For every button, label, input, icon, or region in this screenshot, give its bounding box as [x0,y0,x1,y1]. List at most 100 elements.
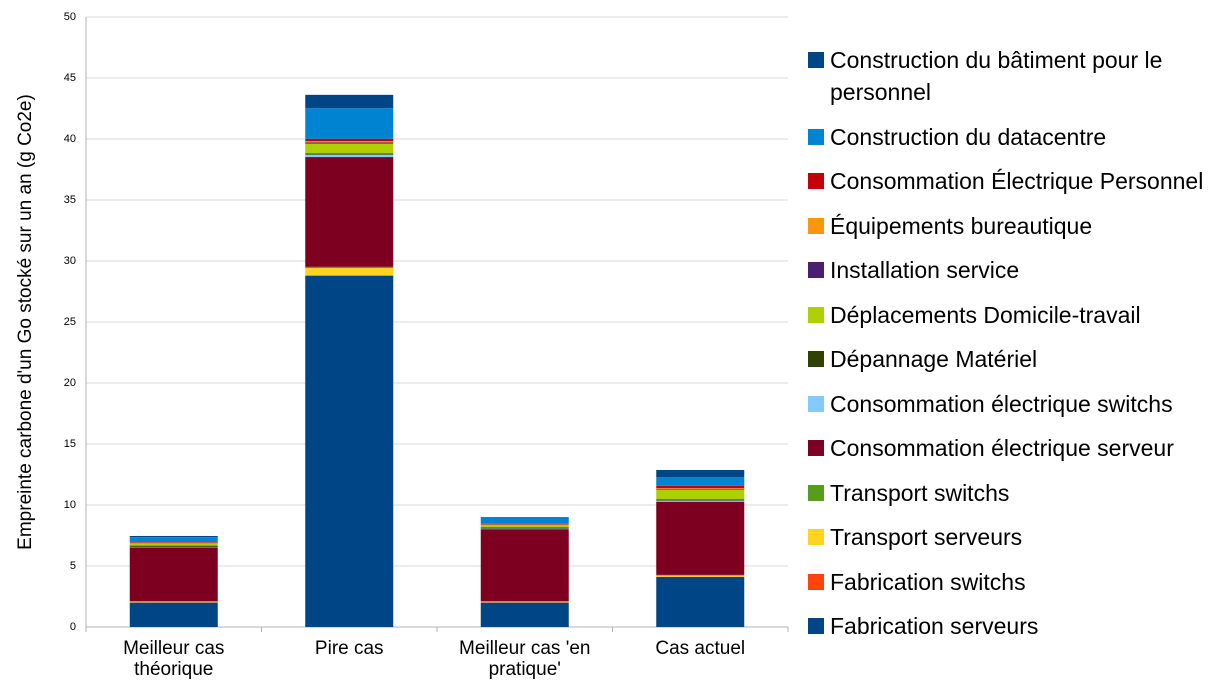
bar-segment [480,517,569,524]
bar-segment [305,141,394,143]
legend-swatch [808,52,824,68]
y-tick-label: 10 [64,499,76,511]
bar-segment [305,154,394,158]
legend-swatch [808,573,824,590]
bar-segment [129,537,218,543]
bar-segment [129,543,218,546]
legend-swatch [808,173,824,189]
legend-item: Installation service [808,254,1220,286]
bar-segment [656,488,745,489]
bar-segment [656,489,745,500]
bar-segment [656,488,745,490]
legend-swatch [808,262,824,278]
y-axis-label: Empreinte carbone d'un Go stocké sur un … [15,94,36,550]
legend-label: Équipements bureautique [830,212,1093,239]
legend-label: Installation service [830,257,1020,283]
legend-item: Transport switchs [808,477,1220,509]
legend-swatch [808,217,824,234]
bar-segment [129,542,218,543]
bar-segment [480,523,569,525]
legend-swatch [808,351,824,367]
y-tick-label: 40 [64,133,76,145]
bar-segment [480,517,569,518]
legend-item: Transport serveurs [808,521,1220,553]
bar-segment [480,601,569,603]
legend-label: Fabrication switchs [830,568,1026,595]
legend-item: Construction du datacentre [808,121,1220,153]
bar-segment [656,485,745,489]
bar-segment [129,602,218,627]
legend-label: Déplacements Domicile-travail [830,301,1141,328]
y-tick-label: 15 [64,438,76,450]
bar-segment [480,602,569,627]
legend-label: Transport switchs [830,479,1010,506]
bar-segment [305,153,394,155]
bar-segment [656,575,745,577]
bar-segment [129,547,218,602]
legend-label: Construction du bâtiment pour le personn… [830,47,1163,105]
legend-label: Transport serveurs [830,524,1023,550]
y-tick-label: 35 [64,194,76,206]
legend-item: Fabrication switchs [808,566,1220,598]
bar-segment [480,601,569,602]
bar-segment [656,469,745,478]
legend-label: Consommation électrique switchs [830,390,1173,417]
bar-segment [656,499,745,501]
legend-item: Dépannage Matériel [808,343,1220,375]
y-tick-label: 50 [64,11,76,23]
bar-segment [480,524,569,528]
x-tick-label: Pire cas [314,638,384,659]
y-tick-label: 30 [64,255,76,267]
legend-item: Fabrication serveurs [808,610,1220,642]
bar-segment [305,268,394,276]
legend: Construction du bâtiment pour le personn… [808,44,1220,655]
bar-segment [129,601,218,602]
bar-segment [305,94,394,109]
bar-segment [305,275,394,627]
bar-segment [480,528,569,530]
legend-swatch [808,529,824,545]
x-tick-label: Cas actuel [655,638,746,659]
legend-item: Consommation électrique switchs [808,388,1220,420]
legend-label: Consommation Électrique Personnel [830,168,1204,194]
legend-swatch [808,440,824,456]
bar-segment [305,138,394,142]
legend-swatch [808,128,824,145]
legend-label: Fabrication serveurs [830,613,1039,639]
legend-swatch [808,306,824,323]
bar-segment [656,576,745,627]
y-tick-label: 0 [70,621,76,633]
legend-item: Consommation électrique serveur [808,432,1220,464]
bar-segment [129,545,218,547]
bar-segment [480,527,569,529]
bar-segment [305,142,394,144]
bar-segment [656,574,745,576]
y-tick-label: 20 [64,377,76,389]
legend-item: Construction du bâtiment pour le personn… [808,44,1220,108]
bar-segment [305,143,394,154]
bar-segment [656,501,745,575]
legend-label: Dépannage Matériel [830,346,1038,372]
bar-segment [305,157,394,267]
legend-label: Consommation électrique serveur [830,435,1174,461]
bar-segment [129,535,218,538]
legend-item: Équipements bureautique [808,210,1220,242]
bar-segment [129,601,218,603]
y-tick-label: 45 [64,72,76,84]
x-tick-label: Meilleur cas théorique [123,638,225,680]
x-tick-label: Meilleur cas 'en pratique' [459,638,591,680]
legend-swatch [808,395,824,412]
bar-segment [129,546,218,548]
y-tick-label: 5 [70,560,76,572]
y-tick-label: 25 [64,316,76,328]
legend-label: Construction du datacentre [830,123,1107,150]
bar-segment [480,529,569,602]
bar-segment [305,266,394,269]
legend-item: Consommation Électrique Personnel [808,165,1220,197]
legend-item: Déplacements Domicile-travail [808,299,1220,331]
bar-segment [656,500,745,502]
legend-swatch [808,618,824,634]
bar-segment [656,477,745,486]
